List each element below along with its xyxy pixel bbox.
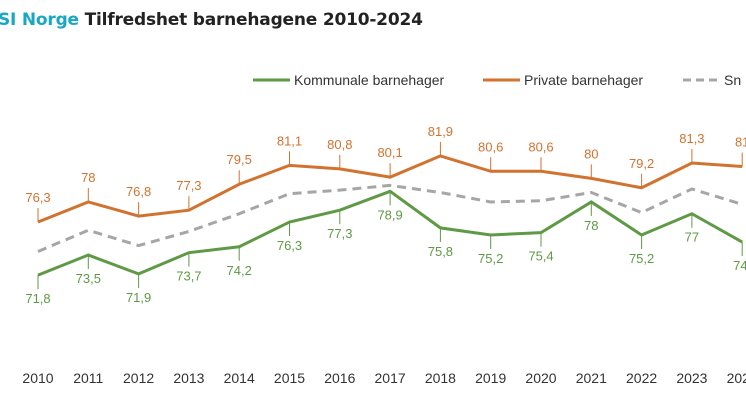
x-tick-label: 2021 <box>576 370 607 386</box>
data-label: 80,8 <box>327 137 352 152</box>
legend-label: Private barnehager <box>524 72 643 88</box>
data-label: 75,8 <box>428 244 453 259</box>
x-tick-label: 2016 <box>324 370 355 386</box>
x-tick-label: 2015 <box>274 370 305 386</box>
data-label: 81,3 <box>679 131 704 146</box>
legend-label: Kommunale barnehager <box>294 72 445 88</box>
data-label: 75,2 <box>629 251 654 266</box>
data-label: 77,3 <box>327 226 352 241</box>
x-tick-label: 2020 <box>525 370 556 386</box>
data-label: 80 <box>584 146 598 161</box>
x-tick-label: 2013 <box>173 370 204 386</box>
title-brand: SI Norge <box>0 10 79 30</box>
legend-label: Sn <box>724 72 741 88</box>
data-label: 71,9 <box>126 290 151 305</box>
data-label: 80,6 <box>528 139 553 154</box>
data-label: 77,3 <box>176 178 201 193</box>
data-label: 79,2 <box>629 156 654 171</box>
data-label: 80,6 <box>478 139 503 154</box>
x-tick-label: 2014 <box>224 370 255 386</box>
x-tick-label: 2022 <box>626 370 657 386</box>
data-label: 77 <box>685 230 699 245</box>
data-label: 78 <box>584 218 598 233</box>
chart-title: SI Norge Tilfredshet barnehagene 2010-20… <box>0 10 423 30</box>
data-label: 81,9 <box>428 124 453 139</box>
data-label: 80,1 <box>377 145 402 160</box>
title-text: Tilfredshet barnehagene 2010-2024 <box>84 10 423 30</box>
x-tick-label: 2017 <box>375 370 406 386</box>
x-tick-label: 2018 <box>425 370 456 386</box>
data-label: 76,3 <box>277 238 302 253</box>
data-label: 76,8 <box>126 184 151 199</box>
data-label: 74,2 <box>227 263 252 278</box>
data-label: 73,5 <box>76 271 101 286</box>
data-label: 76,3 <box>25 190 50 205</box>
x-tick-label: 2023 <box>676 370 707 386</box>
x-tick-label: 2019 <box>475 370 506 386</box>
data-label: 81,1 <box>277 133 302 148</box>
data-label: 73,7 <box>176 269 201 284</box>
data-label: 81 <box>735 135 746 150</box>
x-tick-label: 2024 <box>727 370 746 386</box>
data-label: 75,4 <box>528 249 553 264</box>
data-label: 79,5 <box>227 152 252 167</box>
x-tick-label: 2011 <box>73 370 103 386</box>
data-label: 71,8 <box>25 291 50 306</box>
data-label: 75,2 <box>478 251 503 266</box>
data-label: 78,9 <box>377 207 402 222</box>
data-label: 78 <box>81 170 95 185</box>
x-tick-label: 2012 <box>123 370 154 386</box>
x-tick-label: 2010 <box>22 370 53 386</box>
data-label: 74, <box>733 258 746 273</box>
